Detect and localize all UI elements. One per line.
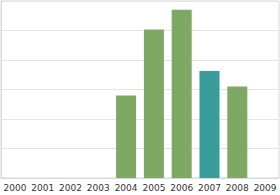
svg-text:2003: 2003 (87, 183, 110, 193)
svg-text:2002: 2002 (59, 183, 82, 193)
svg-text:2000: 2000 (3, 183, 26, 193)
svg-text:2009: 2009 (254, 183, 277, 193)
svg-text:2004: 2004 (115, 183, 138, 193)
svg-text:2005: 2005 (142, 183, 165, 193)
svg-text:2001: 2001 (31, 183, 54, 193)
svg-text:2008: 2008 (226, 183, 249, 193)
svg-text:2006: 2006 (170, 183, 193, 193)
svg-text:2007: 2007 (198, 183, 221, 193)
